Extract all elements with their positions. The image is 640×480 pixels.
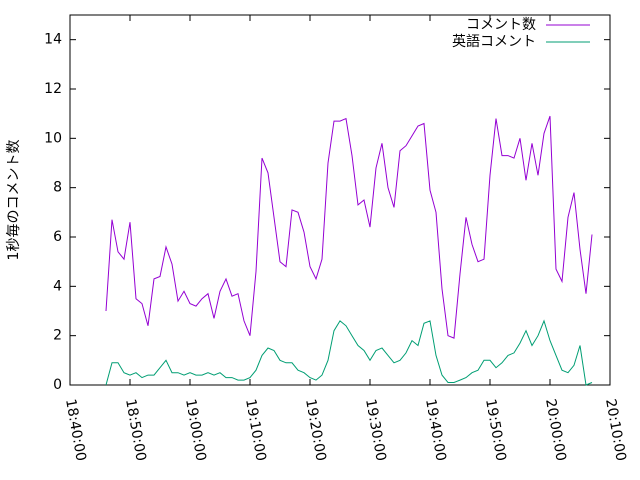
legend-label: 英語コメント bbox=[452, 33, 536, 50]
plot-border bbox=[69, 14, 611, 386]
x-tick-label: 18:40:00 bbox=[62, 398, 89, 463]
series-line bbox=[105, 115, 593, 339]
x-tick-label: 19:30:00 bbox=[362, 398, 389, 463]
y-tick-label: 8 bbox=[53, 180, 62, 196]
x-tick-label: 19:40:00 bbox=[422, 398, 449, 463]
x-tick-label: 19:20:00 bbox=[302, 398, 329, 463]
y-tick-label: 14 bbox=[44, 32, 62, 48]
x-tick-label: 19:00:00 bbox=[182, 398, 209, 463]
x-tick-label: 19:50:00 bbox=[482, 398, 509, 463]
y-tick-label: 6 bbox=[53, 229, 62, 245]
x-tick-label: 19:10:00 bbox=[242, 398, 269, 463]
y-tick-label: 4 bbox=[53, 278, 62, 294]
legend-label: コメント数 bbox=[466, 17, 536, 33]
y-tick-label: 12 bbox=[44, 81, 62, 97]
x-tick-label: 20:10:00 bbox=[602, 398, 629, 463]
x-tick-label: 20:00:00 bbox=[542, 398, 569, 463]
y-axis-label: 1秒毎のコメント数 bbox=[6, 140, 22, 261]
series-line bbox=[105, 319, 593, 386]
y-tick-label: 10 bbox=[44, 130, 62, 146]
y-tick-label: 0 bbox=[53, 377, 62, 393]
x-tick-label: 18:50:00 bbox=[122, 398, 149, 463]
y-tick-label: 2 bbox=[53, 328, 62, 344]
